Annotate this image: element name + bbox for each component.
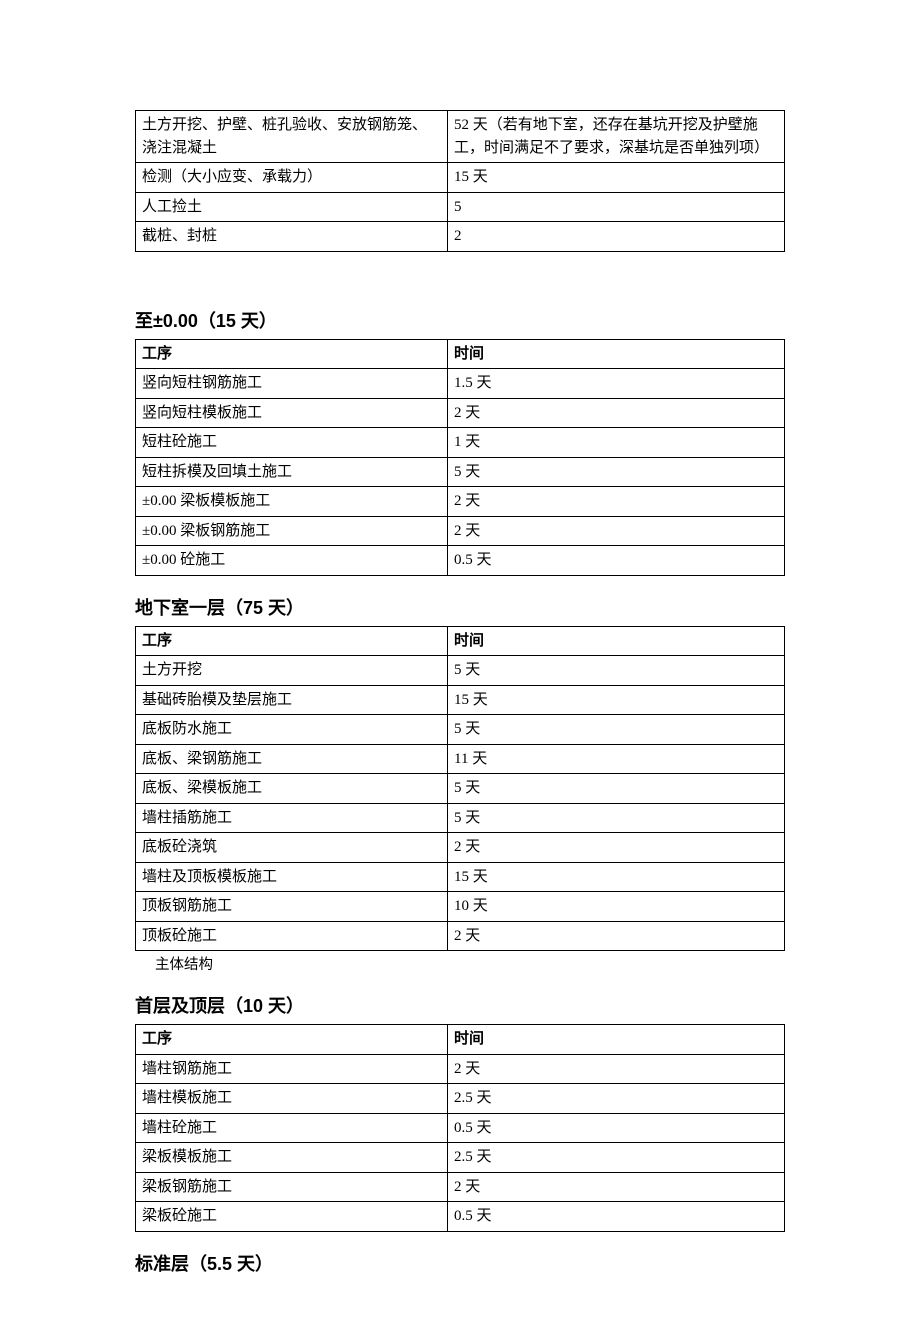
cell-time: 2 天 [448, 921, 785, 951]
cell-time: 1 天 [448, 428, 785, 458]
table-row: 底板防水施工5 天 [136, 715, 785, 745]
col-header-process: 工序 [136, 339, 448, 369]
cell-time: 15 天 [448, 685, 785, 715]
cell-time: 15 天 [448, 862, 785, 892]
cell-process: 顶板砼施工 [136, 921, 448, 951]
col-header-time: 时间 [448, 339, 785, 369]
table-row: 底板、梁钢筋施工11 天 [136, 744, 785, 774]
col-header-process: 工序 [136, 1025, 448, 1055]
table-row: 竖向短柱钢筋施工1.5 天 [136, 369, 785, 399]
cell-process: 短柱拆模及回填土施工 [136, 457, 448, 487]
heading-first-top-floor: 首层及顶层（10 天） [135, 992, 785, 1018]
table-row: 土方开挖、护壁、桩孔验收、安放钢筋笼、浇注混凝土 52 天（若有地下室，还存在基… [136, 111, 785, 163]
table-to-zero: 工序 时间 竖向短柱钢筋施工1.5 天 竖向短柱模板施工2 天 短柱砼施工1 天… [135, 339, 785, 576]
cell-time: 2 天 [448, 398, 785, 428]
table-row: 墙柱及顶板模板施工15 天 [136, 862, 785, 892]
cell-time: 5 天 [448, 656, 785, 686]
cell-process: 截桩、封桩 [136, 222, 448, 252]
cell-process: 人工捡土 [136, 192, 448, 222]
cell-time: 0.5 天 [448, 546, 785, 576]
table-row: 梁板砼施工0.5 天 [136, 1202, 785, 1232]
heading-to-zero: 至±0.00（15 天） [135, 307, 785, 333]
table-row: 墙柱模板施工2.5 天 [136, 1084, 785, 1114]
cell-time: 5 天 [448, 774, 785, 804]
cell-time: 5 天 [448, 715, 785, 745]
cell-process: 土方开挖 [136, 656, 448, 686]
col-header-time: 时间 [448, 1025, 785, 1055]
cell-process: 竖向短柱模板施工 [136, 398, 448, 428]
table-header-row: 工序 时间 [136, 1025, 785, 1055]
table-intro: 土方开挖、护壁、桩孔验收、安放钢筋笼、浇注混凝土 52 天（若有地下室，还存在基… [135, 110, 785, 252]
col-header-time: 时间 [448, 626, 785, 656]
cell-time: 2 天 [448, 1172, 785, 1202]
cell-time: 2.5 天 [448, 1143, 785, 1173]
cell-process: 梁板钢筋施工 [136, 1172, 448, 1202]
cell-process: 检测（大小应变、承载力） [136, 163, 448, 193]
cell-time: 2 天 [448, 487, 785, 517]
table-row: 检测（大小应变、承载力） 15 天 [136, 163, 785, 193]
cell-time: 2 天 [448, 1054, 785, 1084]
cell-time: 11 天 [448, 744, 785, 774]
cell-process: 土方开挖、护壁、桩孔验收、安放钢筋笼、浇注混凝土 [136, 111, 448, 163]
cell-process: 墙柱模板施工 [136, 1084, 448, 1114]
table-row: 竖向短柱模板施工2 天 [136, 398, 785, 428]
cell-process: 短柱砼施工 [136, 428, 448, 458]
cell-time: 2 天 [448, 833, 785, 863]
cell-time: 10 天 [448, 892, 785, 922]
table-row: 底板砼浇筑2 天 [136, 833, 785, 863]
heading-standard-floor: 标准层（5.5 天） [135, 1250, 785, 1276]
table-row: 顶板砼施工2 天 [136, 921, 785, 951]
table-row: 梁板模板施工2.5 天 [136, 1143, 785, 1173]
table-first-top-floor: 工序 时间 墙柱钢筋施工2 天 墙柱模板施工2.5 天 墙柱砼施工0.5 天 梁… [135, 1024, 785, 1232]
table-row: 梁板钢筋施工2 天 [136, 1172, 785, 1202]
table-basement: 工序 时间 土方开挖5 天 基础砖胎模及垫层施工15 天 底板防水施工5 天 底… [135, 626, 785, 952]
cell-process: 底板防水施工 [136, 715, 448, 745]
cell-process: ±0.00 梁板模板施工 [136, 487, 448, 517]
table-row: ±0.00 梁板钢筋施工2 天 [136, 516, 785, 546]
cell-time: 5 天 [448, 457, 785, 487]
cell-process: 底板、梁钢筋施工 [136, 744, 448, 774]
table-row: 短柱拆模及回填土施工5 天 [136, 457, 785, 487]
cell-time: 2.5 天 [448, 1084, 785, 1114]
table-row: 基础砖胎模及垫层施工15 天 [136, 685, 785, 715]
note-main-structure: 主体结构 [155, 953, 785, 974]
table-row: 人工捡土 5 [136, 192, 785, 222]
cell-process: ±0.00 梁板钢筋施工 [136, 516, 448, 546]
cell-process: 墙柱及顶板模板施工 [136, 862, 448, 892]
table-row: 顶板钢筋施工10 天 [136, 892, 785, 922]
cell-process: 竖向短柱钢筋施工 [136, 369, 448, 399]
col-header-process: 工序 [136, 626, 448, 656]
cell-time: 5 [448, 192, 785, 222]
cell-process: ±0.00 砼施工 [136, 546, 448, 576]
cell-process: 梁板模板施工 [136, 1143, 448, 1173]
table-row: 底板、梁模板施工5 天 [136, 774, 785, 804]
heading-basement: 地下室一层（75 天） [135, 594, 785, 620]
cell-time: 52 天（若有地下室，还存在基坑开挖及护壁施工，时间满足不了要求，深基坑是否单独… [448, 111, 785, 163]
table-row: 土方开挖5 天 [136, 656, 785, 686]
cell-time: 2 [448, 222, 785, 252]
cell-process: 墙柱钢筋施工 [136, 1054, 448, 1084]
cell-time: 2 天 [448, 516, 785, 546]
table-row: 墙柱插筋施工5 天 [136, 803, 785, 833]
cell-time: 1.5 天 [448, 369, 785, 399]
cell-process: 梁板砼施工 [136, 1202, 448, 1232]
cell-process: 底板砼浇筑 [136, 833, 448, 863]
cell-process: 底板、梁模板施工 [136, 774, 448, 804]
cell-process: 墙柱砼施工 [136, 1113, 448, 1143]
cell-time: 15 天 [448, 163, 785, 193]
table-header-row: 工序 时间 [136, 339, 785, 369]
table-row: 墙柱钢筋施工2 天 [136, 1054, 785, 1084]
cell-time: 0.5 天 [448, 1113, 785, 1143]
table-row: 墙柱砼施工0.5 天 [136, 1113, 785, 1143]
cell-process: 墙柱插筋施工 [136, 803, 448, 833]
table-row: ±0.00 梁板模板施工2 天 [136, 487, 785, 517]
table-header-row: 工序 时间 [136, 626, 785, 656]
cell-time: 5 天 [448, 803, 785, 833]
table-row: 截桩、封桩 2 [136, 222, 785, 252]
cell-process: 基础砖胎模及垫层施工 [136, 685, 448, 715]
cell-time: 0.5 天 [448, 1202, 785, 1232]
table-row: 短柱砼施工1 天 [136, 428, 785, 458]
table-row: ±0.00 砼施工0.5 天 [136, 546, 785, 576]
cell-process: 顶板钢筋施工 [136, 892, 448, 922]
